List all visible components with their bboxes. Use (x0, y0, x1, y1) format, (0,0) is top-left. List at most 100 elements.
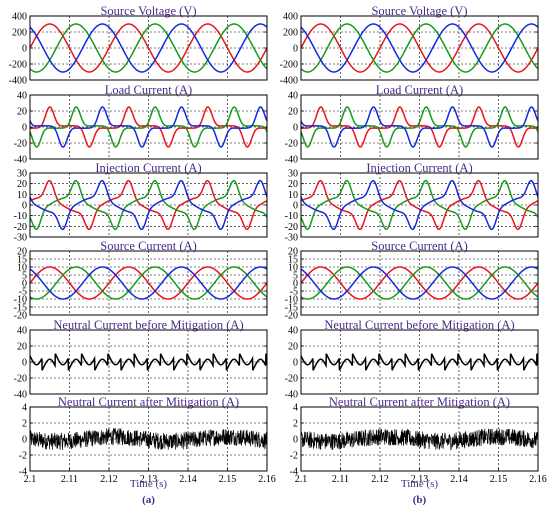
plot-frame (29, 15, 268, 81)
plot-frame (300, 250, 539, 316)
plot-frame (300, 329, 539, 395)
series-line-2 (29, 23, 268, 73)
y-tick-label: 20 (288, 342, 298, 353)
y-tick-label: -40 (14, 155, 27, 166)
y-tick-label: -200 (280, 60, 298, 71)
plot-frame (300, 15, 539, 81)
y-tick-label: 400 (283, 12, 298, 23)
y-tick-label: 4 (293, 403, 298, 414)
y-tick-label: 5 (22, 271, 27, 282)
x-tick-label: 2.13 (411, 474, 429, 485)
x-tick-label: 2.16 (258, 474, 276, 485)
x-tick-label: 2.15 (490, 474, 508, 485)
y-tick-label: 10 (17, 190, 27, 201)
x-axis-label: Time (s) (401, 478, 439, 490)
series-line-1 (29, 179, 268, 231)
x-tick-label: 2.16 (529, 474, 547, 485)
series-line-0 (300, 23, 539, 73)
plot-frame (29, 94, 268, 160)
y-tick-label: -20 (285, 139, 298, 150)
y-tick-label: 20 (288, 247, 298, 258)
y-tick-label: 20 (17, 247, 27, 258)
x-axis-label: Time (s) (130, 478, 168, 490)
y-tick-label: 4 (22, 403, 27, 414)
series-line-1 (29, 23, 268, 73)
y-tick-label: -5 (19, 287, 27, 298)
y-tick-label: -40 (285, 155, 298, 166)
x-tick-label: 2.15 (219, 474, 237, 485)
plot-title: Neutral Current after Mitigation (A) (58, 395, 239, 409)
plot-title: Neutral Current after Mitigation (A) (329, 395, 510, 409)
x-tick-label: 2.12 (100, 474, 118, 485)
y-tick-label: -20 (285, 374, 298, 385)
series-line-0 (29, 353, 268, 371)
y-tick-label: -10 (14, 211, 27, 222)
y-tick-label: 5 (293, 271, 298, 282)
y-tick-label: -200 (9, 60, 27, 71)
plot-0-b: Source Voltage (V) 400 200 0 -200 -400 (280, 4, 539, 87)
plot-title: Source Current (A) (100, 239, 197, 253)
plot-title: Source Voltage (V) (371, 4, 467, 18)
series-line-2 (300, 179, 539, 231)
y-tick-label: 40 (288, 91, 298, 102)
y-tick-label: -10 (14, 295, 27, 306)
series-line-0 (30, 106, 267, 148)
series-line-0 (300, 428, 539, 451)
plot-0-a: Source Voltage (V) 400 200 0 -200 -400 (9, 4, 268, 87)
x-tick-label: 2.14 (450, 474, 468, 485)
series-line-0 (300, 353, 539, 371)
y-tick-label: -400 (9, 76, 27, 87)
y-tick-label: -2 (19, 451, 27, 462)
y-tick-label: 0 (293, 123, 298, 134)
y-tick-label: 0 (293, 44, 298, 55)
series-line-0 (29, 266, 268, 300)
plot-title: Source Voltage (V) (100, 4, 196, 18)
series-line-2 (29, 106, 268, 148)
y-tick-label: 2 (22, 419, 27, 430)
y-tick-label: -20 (14, 311, 27, 322)
y-tick-label: -15 (285, 303, 298, 314)
series-line-0 (29, 23, 268, 73)
y-tick-label: -400 (280, 76, 298, 87)
y-tick-label: 20 (288, 107, 298, 118)
plot-title: Neutral Current before Mitigation (A) (53, 318, 243, 332)
y-tick-label: 40 (17, 326, 27, 337)
y-tick-label: 15 (288, 255, 298, 266)
series-line-2 (29, 266, 268, 300)
plot-frame (300, 94, 539, 160)
y-tick-label: -30 (14, 233, 27, 244)
y-tick-label: 0 (22, 279, 27, 290)
series-line-0 (29, 179, 268, 231)
plot-1-b: Load Current (A) 40 20 0 -20 -40 (285, 83, 539, 166)
y-tick-label: 20 (17, 107, 27, 118)
y-tick-label: 10 (288, 190, 298, 201)
y-tick-label: 400 (12, 12, 27, 23)
y-tick-label: 40 (17, 91, 27, 102)
series-line-2 (300, 266, 539, 300)
y-tick-label: 0 (293, 358, 298, 369)
series-line-1 (300, 23, 539, 73)
y-tick-label: -30 (285, 233, 298, 244)
plot-title: Neutral Current before Mitigation (A) (324, 318, 514, 332)
y-tick-label: -20 (14, 374, 27, 385)
y-tick-label: 0 (22, 201, 27, 212)
x-tick-label: 2.12 (371, 474, 389, 485)
y-tick-label: -10 (285, 211, 298, 222)
y-tick-label: -15 (14, 303, 27, 314)
plot-title: Injection Current (A) (95, 161, 201, 175)
plot-4-a: Neutral Current before Mitigation (A) 40 2… (14, 318, 268, 401)
series-line-2 (300, 23, 539, 73)
y-tick-label: 2 (293, 419, 298, 430)
y-tick-label: -40 (285, 390, 298, 401)
y-tick-label: 0 (22, 358, 27, 369)
x-tick-label: 2.14 (179, 474, 197, 485)
y-tick-label: 0 (22, 44, 27, 55)
series-line-1 (29, 106, 268, 148)
y-tick-label: -20 (14, 222, 27, 233)
plot-title: Load Current (A) (105, 83, 192, 97)
y-tick-label: -2 (290, 451, 298, 462)
y-tick-label: 15 (17, 255, 27, 266)
